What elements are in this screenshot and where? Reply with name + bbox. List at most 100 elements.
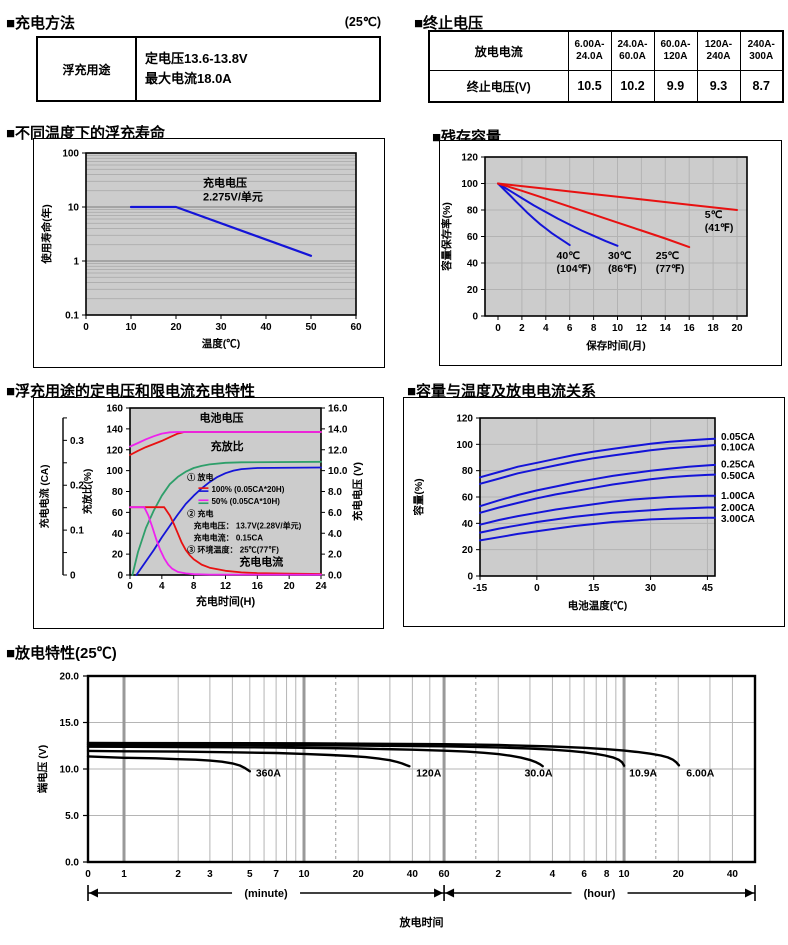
x-tick-label: 50 [305, 322, 317, 333]
y-tick-label: 40 [467, 259, 479, 270]
minute-unit-label: (minute) [244, 888, 288, 900]
current-range-cell: 120A- 240A [696, 30, 741, 71]
range-bottom: 300A [749, 51, 774, 62]
x-tick-label: 2 [175, 869, 181, 880]
current-range-cell: 24.0A- 60.0A [610, 30, 655, 71]
charge-characteristics-chart: 0 4 8 12 16 20 24 充电时间(H) 0 20 40 60 80 100 120 140 160 充… [38, 404, 364, 609]
arrowhead-left [89, 888, 98, 898]
y-tick-label: 100 [461, 179, 478, 190]
x-tick-label: 20 [731, 323, 743, 334]
discharge-characteristics-chart: 0.0 5.0 10.0 15.0 20.0 端电压 (V) 0 1 2 3 5 7 10 20 40 60 2… [36, 672, 757, 929]
x-tick-label: 2 [495, 869, 501, 880]
curve-label: 0.10CA [721, 442, 755, 453]
charge-characteristics-chart-box: 0 4 8 12 16 20 24 充电时间(H) 0 20 40 60 80 100 120 140 160 充… [33, 397, 384, 629]
legend-text: ② 充电 [187, 508, 213, 518]
curve-5c [497, 182, 738, 211]
curve-360a [86, 755, 252, 773]
x-tick-label: 40 [260, 322, 272, 333]
voltage-axis-label: 充电电压 (V) [351, 462, 364, 521]
voltage-tick-label: 10.0 [328, 466, 348, 477]
annotation-line2: 2.275V/单元 [203, 189, 263, 203]
charging-method-title: ■充电方法 [6, 15, 76, 32]
x-tick-label: 20 [170, 322, 182, 333]
annotation: 充电电流 [239, 555, 283, 569]
y-tick-label: 40 [462, 519, 474, 530]
curve-label: 360A [256, 767, 282, 779]
x-tick-label: 0 [127, 581, 133, 592]
x-tick-label: 12 [220, 581, 232, 592]
ratio-tick-label: 100 [106, 466, 123, 477]
float-life-chart: 0 10 20 30 40 50 60 100 10 1 0.1 温度(℃) 使用寿命(年) 充电电压2.… [40, 149, 362, 351]
y-tick-label: 10 [68, 203, 80, 214]
current-tick-label: 0.2 [70, 481, 84, 492]
x-tick-label: 4 [159, 581, 165, 592]
float-life-line [129, 205, 313, 257]
capacity-temperature-title: ■容量与温度及放电电流关系 [407, 383, 597, 400]
discharge-characteristics-title: ■放电特性(25℃) [6, 645, 117, 662]
ratio-tick-label: 120 [106, 445, 123, 456]
x-tick-label: 16 [684, 323, 696, 334]
x-tick-label: 60 [350, 322, 362, 333]
range-bottom: 240A [706, 51, 731, 62]
current-tick-label: 0 [70, 571, 76, 582]
curve-label: 6.00A [686, 767, 714, 779]
curve-010ca [479, 444, 716, 485]
curve-025ca [479, 463, 716, 508]
y-axis-label: 使用寿命(年) [40, 204, 53, 265]
x-tick-label: 0 [495, 323, 501, 334]
charging-spec-cell: 定电压13.6-13.8V 最大电流18.0A [137, 38, 379, 100]
x-axis-label: 放电时间 [399, 915, 444, 929]
charging-method-table: 浮充用途 定电压13.6-13.8V 最大电流18.0A [36, 36, 381, 102]
y-tick-label: 60 [467, 232, 479, 243]
curve-label: (77℉) [656, 263, 685, 275]
voltage-spec: 定电压13.6-13.8V [145, 50, 248, 66]
hour-label-bg [571, 885, 628, 901]
curve-label: 1.00CA [721, 491, 755, 502]
curve-109a [86, 743, 626, 767]
capacity-temperature-chart-box: -15 0 15 30 45 0 20 40 60 80 100 120 电池温度(℃) 容量(%) 0.0… [403, 397, 785, 627]
y-tick-label: 5.0 [65, 811, 79, 822]
table-row: 终止电压(V) 10.5 10.2 9.9 9.3 8.7 [428, 70, 784, 103]
range-top: 120A- [704, 38, 733, 50]
x-tick-label: 20 [353, 869, 365, 880]
charge-characteristics-title: ■浮充用途的定电压和限电流充电特性 [6, 383, 256, 400]
range-bottom: 24.0A [576, 51, 603, 62]
annotation: 充放比 [211, 439, 244, 453]
curve-label: 2.00CA [721, 503, 755, 514]
ratio-tick-label: 140 [106, 424, 123, 435]
curve-005ca [479, 437, 716, 479]
arrowhead-left [445, 888, 455, 898]
y-tick-label: 100 [62, 149, 79, 160]
y-tick-label: 120 [456, 414, 473, 425]
curve-30a [86, 745, 544, 768]
x-tick-label: 6 [567, 323, 573, 334]
x-tick-label: 30 [215, 322, 227, 333]
voltage-tick-label: 16.0 [328, 404, 348, 415]
x-tick-label: 15 [588, 583, 600, 594]
cutoff-value: 9.3 [696, 70, 741, 103]
voltage-tick-label: 4.0 [328, 529, 342, 540]
discharge-current-label: 放电电流 [428, 30, 569, 71]
curve-30c [497, 182, 619, 247]
range-bottom: 120A [663, 51, 688, 62]
x-tick-label: 10 [612, 323, 624, 334]
range-top: 6.00A- [574, 38, 605, 50]
plot-bg [86, 153, 356, 315]
x-tick-label: 0 [85, 869, 91, 880]
charge-current-50 [129, 506, 322, 576]
curve-label: 30℃ [608, 250, 632, 262]
curve-label: (104℉) [557, 263, 592, 275]
x-tick-label: 30 [645, 583, 657, 594]
y-tick-label: 1 [73, 257, 79, 268]
x-tick-label: 18 [708, 323, 720, 334]
curve-40c [497, 182, 571, 247]
voltage-tick-label: 2.0 [328, 550, 342, 561]
annotation-line1: 充电电压 [203, 175, 247, 189]
legend-text: ① 放电 [187, 472, 213, 482]
x-tick-label: 2 [519, 323, 525, 334]
x-tick-label: 0 [534, 583, 540, 594]
cutoff-voltage-title: ■终止电压 [414, 15, 484, 32]
y-tick-label: 15.0 [60, 718, 80, 729]
x-tick-label: 0 [83, 322, 89, 333]
curve-label: (41℉) [705, 222, 734, 234]
